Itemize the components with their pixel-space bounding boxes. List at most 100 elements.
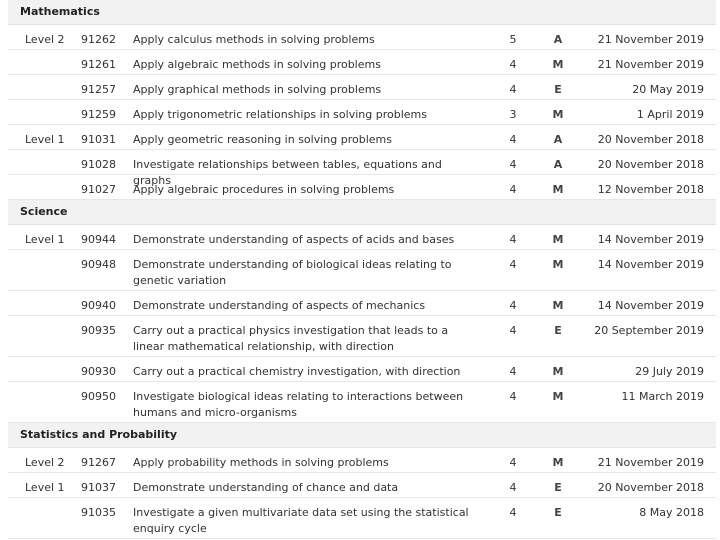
date-cell: 20 November 2018 — [597, 158, 704, 171]
credits-cell: 4 — [509, 233, 517, 246]
table-row: Level 1 90944 Demonstrate understanding … — [8, 225, 716, 250]
section-header-science: Science — [8, 200, 716, 225]
table-row: 91257 Apply graphical methods in solving… — [8, 75, 716, 100]
standard-title-cell: Apply algebraic methods in solving probl… — [133, 58, 381, 71]
table-row: 90950 Investigate biological ideas relat… — [8, 382, 716, 423]
standard-title-cell: Demonstrate understanding of aspects of … — [133, 299, 426, 312]
standard-code-cell: 91037 — [81, 481, 116, 494]
date-cell: 20 September 2019 — [594, 324, 704, 337]
credits-cell: 4 — [509, 133, 517, 146]
table-row: Level 2 91267 Apply probability methods … — [8, 448, 716, 473]
table-row: Level 1 91031 Apply geometric reasoning … — [8, 125, 716, 150]
level-cell: Level 1 — [25, 481, 65, 494]
standard-code-cell: 91259 — [81, 108, 116, 121]
date-cell: 21 November 2019 — [597, 33, 704, 46]
standard-title-cell: Demonstrate understanding of biological … — [133, 258, 452, 287]
standard-title-cell: Carry out a practical physics investigat… — [133, 324, 449, 353]
table-row: Level 2 91262 Apply calculus methods in … — [8, 25, 716, 50]
date-cell: 8 May 2018 — [639, 506, 704, 519]
grade-cell: E — [554, 506, 562, 519]
standard-code-cell: 91257 — [81, 83, 116, 96]
date-cell: 21 November 2019 — [597, 58, 704, 71]
credits-cell: 4 — [509, 456, 517, 469]
standard-title-cell: Apply trigonometric relationships in sol… — [133, 108, 427, 121]
table-row: 90935 Carry out a practical physics inve… — [8, 316, 716, 357]
grade-cell: M — [552, 183, 564, 196]
standard-code-cell: 91028 — [81, 158, 116, 171]
table-row: 91028 Investigate relationships between … — [8, 150, 716, 187]
standard-title-cell: Investigate a given multivariate data se… — [133, 506, 469, 535]
standard-title-cell: Apply geometric reasoning in solving pro… — [133, 133, 392, 146]
credits-cell: 4 — [509, 481, 517, 494]
grade-cell: M — [552, 108, 564, 121]
standard-title-cell: Apply calculus methods in solving proble… — [133, 33, 375, 46]
level-cell: Level 1 — [25, 133, 65, 146]
standard-code-cell: 90950 — [81, 390, 116, 403]
date-cell: 14 November 2019 — [597, 258, 704, 271]
credits-cell: 4 — [509, 299, 517, 312]
date-cell: 11 March 2019 — [621, 390, 704, 403]
standard-title-cell: Investigate biological ideas relating to… — [133, 390, 464, 419]
standard-code-cell: 90930 — [81, 365, 116, 378]
credits-cell: 4 — [509, 365, 517, 378]
standard-code-cell: 90948 — [81, 258, 116, 271]
table-row: 91259 Apply trigonometric relationships … — [8, 100, 716, 125]
table-row: 90940 Demonstrate understanding of aspec… — [8, 291, 716, 316]
date-cell: 21 November 2019 — [597, 456, 704, 469]
grade-cell: M — [552, 258, 564, 271]
grade-cell: A — [553, 158, 563, 171]
standard-code-cell: 91027 — [81, 183, 116, 196]
standard-code-cell: 91261 — [81, 58, 116, 71]
table-row: 91027 Apply algebraic procedures in solv… — [8, 175, 716, 200]
grade-cell: M — [552, 390, 564, 403]
level-cell: Level 2 — [25, 33, 65, 46]
standard-code-cell: 91031 — [81, 133, 116, 146]
standard-code-cell: 91262 — [81, 33, 116, 46]
standard-title-cell: Carry out a practical chemistry investig… — [133, 365, 461, 378]
standard-title-cell: Apply graphical methods in solving probl… — [133, 83, 382, 96]
grade-cell: M — [552, 456, 564, 469]
grade-cell: M — [552, 365, 564, 378]
standard-code-cell: 90940 — [81, 299, 116, 312]
table-row: 91035 Investigate a given multivariate d… — [8, 498, 716, 539]
credits-cell: 4 — [509, 83, 517, 96]
date-cell: 20 November 2018 — [597, 481, 704, 494]
section-header-mathematics: Mathematics — [8, 0, 716, 25]
standard-title-cell: Demonstrate understanding of chance and … — [133, 481, 399, 494]
credits-cell: 4 — [509, 58, 517, 71]
date-cell: 14 November 2019 — [597, 233, 704, 246]
standard-title-cell: Apply algebraic procedures in solving pr… — [133, 183, 395, 196]
grade-cell: E — [554, 481, 562, 494]
standard-code-cell: 90944 — [81, 233, 116, 246]
date-cell: 14 November 2019 — [597, 299, 704, 312]
credits-cell: 4 — [509, 183, 517, 196]
grade-cell: M — [552, 299, 564, 312]
results-table: Mathematics Level 2 91262 Apply calculus… — [8, 0, 716, 539]
date-cell: 1 April 2019 — [636, 108, 704, 121]
credits-cell: 3 — [509, 108, 517, 121]
credits-cell: 4 — [509, 258, 517, 271]
date-cell: 20 May 2019 — [632, 83, 704, 96]
table-row: Level 1 91037 Demonstrate understanding … — [8, 473, 716, 498]
standard-code-cell: 90935 — [81, 324, 116, 337]
grade-cell: A — [553, 33, 563, 46]
date-cell: 20 November 2018 — [597, 133, 704, 146]
credits-cell: 4 — [509, 390, 517, 403]
table-row: 90948 Demonstrate understanding of biolo… — [8, 250, 716, 291]
credits-cell: 4 — [509, 506, 517, 519]
standard-title-cell: Apply probability methods in solving pro… — [133, 456, 389, 469]
date-cell: 12 November 2018 — [597, 183, 704, 196]
standard-code-cell: 91035 — [81, 506, 116, 519]
table-row: 91261 Apply algebraic methods in solving… — [8, 50, 716, 75]
level-cell: Level 1 — [25, 233, 65, 246]
standard-title-cell: Investigate relationships between tables… — [133, 158, 442, 187]
standard-title-cell: Demonstrate understanding of aspects of … — [133, 233, 455, 246]
section-header-statistics: Statistics and Probability — [8, 423, 716, 448]
grade-cell: E — [554, 324, 562, 337]
grade-cell: M — [552, 233, 564, 246]
grade-cell: A — [553, 133, 563, 146]
date-cell: 29 July 2019 — [635, 365, 704, 378]
credits-cell: 4 — [509, 158, 517, 171]
table-row: 90930 Carry out a practical chemistry in… — [8, 357, 716, 382]
standard-code-cell: 91267 — [81, 456, 116, 469]
